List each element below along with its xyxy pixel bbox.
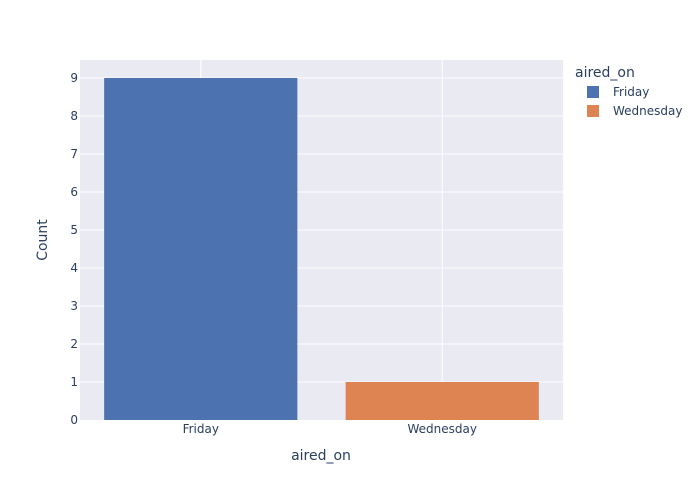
y-tick-label: 4 [70,261,78,275]
y-tick-label: 0 [70,413,78,427]
y-tick-label: 7 [70,147,78,161]
legend-swatch [587,86,599,98]
y-tick-labels: 0 1 2 3 4 5 6 7 8 9 [70,71,78,427]
y-tick-label: 3 [70,299,78,313]
bar-friday[interactable] [104,78,298,420]
y-tick-label: 5 [70,223,78,237]
legend-items[interactable]: Friday Wednesday [587,85,682,118]
bar-wednesday[interactable] [345,382,539,420]
x-tick-labels: Friday Wednesday [183,422,477,436]
bars [104,78,539,420]
legend-label: Wednesday [613,104,682,118]
legend-item-wednesday[interactable]: Wednesday [587,104,682,118]
x-axis-title: aired_on [291,448,351,464]
legend[interactable]: aired_on Friday Wednesday [575,65,682,118]
legend-title: aired_on [575,65,635,81]
y-tick-label: 8 [70,109,78,123]
y-tick-label: 6 [70,185,78,199]
y-tick-label: 9 [70,71,78,85]
y-tick-label: 1 [70,375,78,389]
x-tick-label: Wednesday [408,422,477,436]
legend-label: Friday [613,85,649,99]
y-tick-label: 2 [70,337,78,351]
legend-swatch [587,105,599,117]
legend-item-friday[interactable]: Friday [587,85,649,99]
x-tick-label: Friday [183,422,219,436]
y-axis-title: Count [35,219,51,261]
